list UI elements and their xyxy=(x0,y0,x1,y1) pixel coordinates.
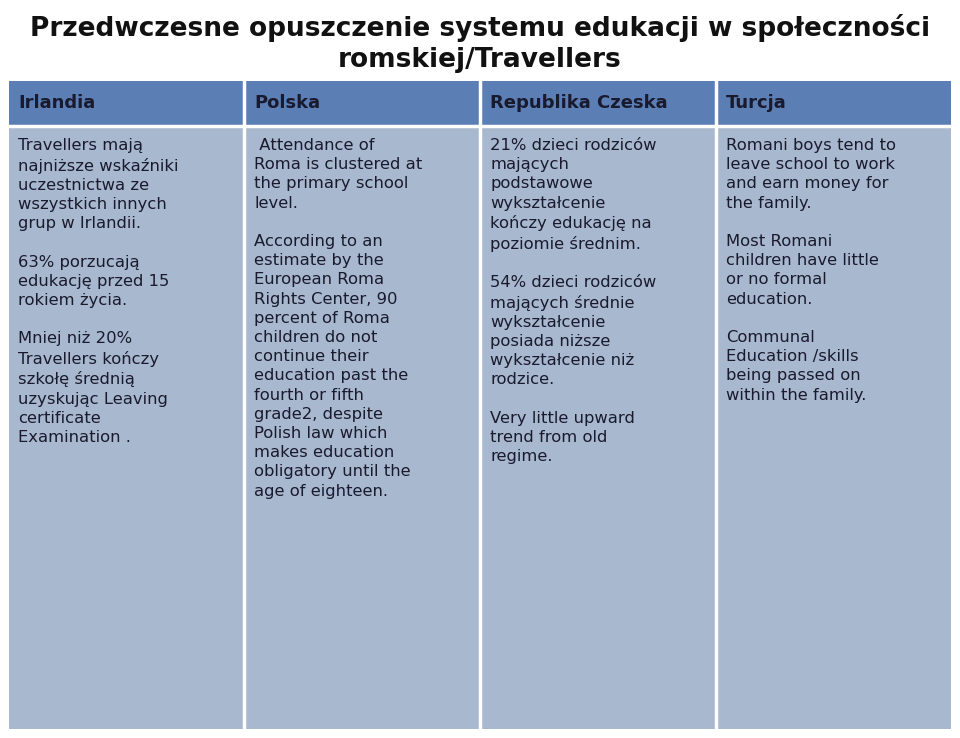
Bar xyxy=(481,127,715,728)
Text: 21% dzieci rodziców
mających
podstawowe
wykształcenie
kończy edukację na
poziomi: 21% dzieci rodziców mających podstawowe … xyxy=(490,138,657,464)
Text: Przedwczesne opuszczenie systemu edukacji w społeczności: Przedwczesne opuszczenie systemu edukacj… xyxy=(30,14,930,42)
Bar xyxy=(481,81,715,125)
Text: Romani boys tend to
leave school to work
and earn money for
the family.

Most Ro: Romani boys tend to leave school to work… xyxy=(726,138,896,403)
Text: Irlandia: Irlandia xyxy=(18,94,95,112)
Text: Republika Czeska: Republika Czeska xyxy=(490,94,667,112)
Bar xyxy=(10,127,243,728)
Bar xyxy=(10,81,243,125)
Bar xyxy=(245,81,479,125)
Text: Turcja: Turcja xyxy=(726,94,787,112)
Text: Polska: Polska xyxy=(254,94,320,112)
Text: Attendance of
Roma is clustered at
the primary school
level.

According to an
es: Attendance of Roma is clustered at the p… xyxy=(254,138,422,499)
Bar xyxy=(717,127,950,728)
Text: Travellers mają
najniższe wskaźniki
uczestnictwa ze
wszystkich innych
grup w Irl: Travellers mają najniższe wskaźniki ucze… xyxy=(18,138,179,445)
Bar xyxy=(245,127,479,728)
Bar xyxy=(717,81,950,125)
Text: romskiej/Travellers: romskiej/Travellers xyxy=(338,47,622,73)
